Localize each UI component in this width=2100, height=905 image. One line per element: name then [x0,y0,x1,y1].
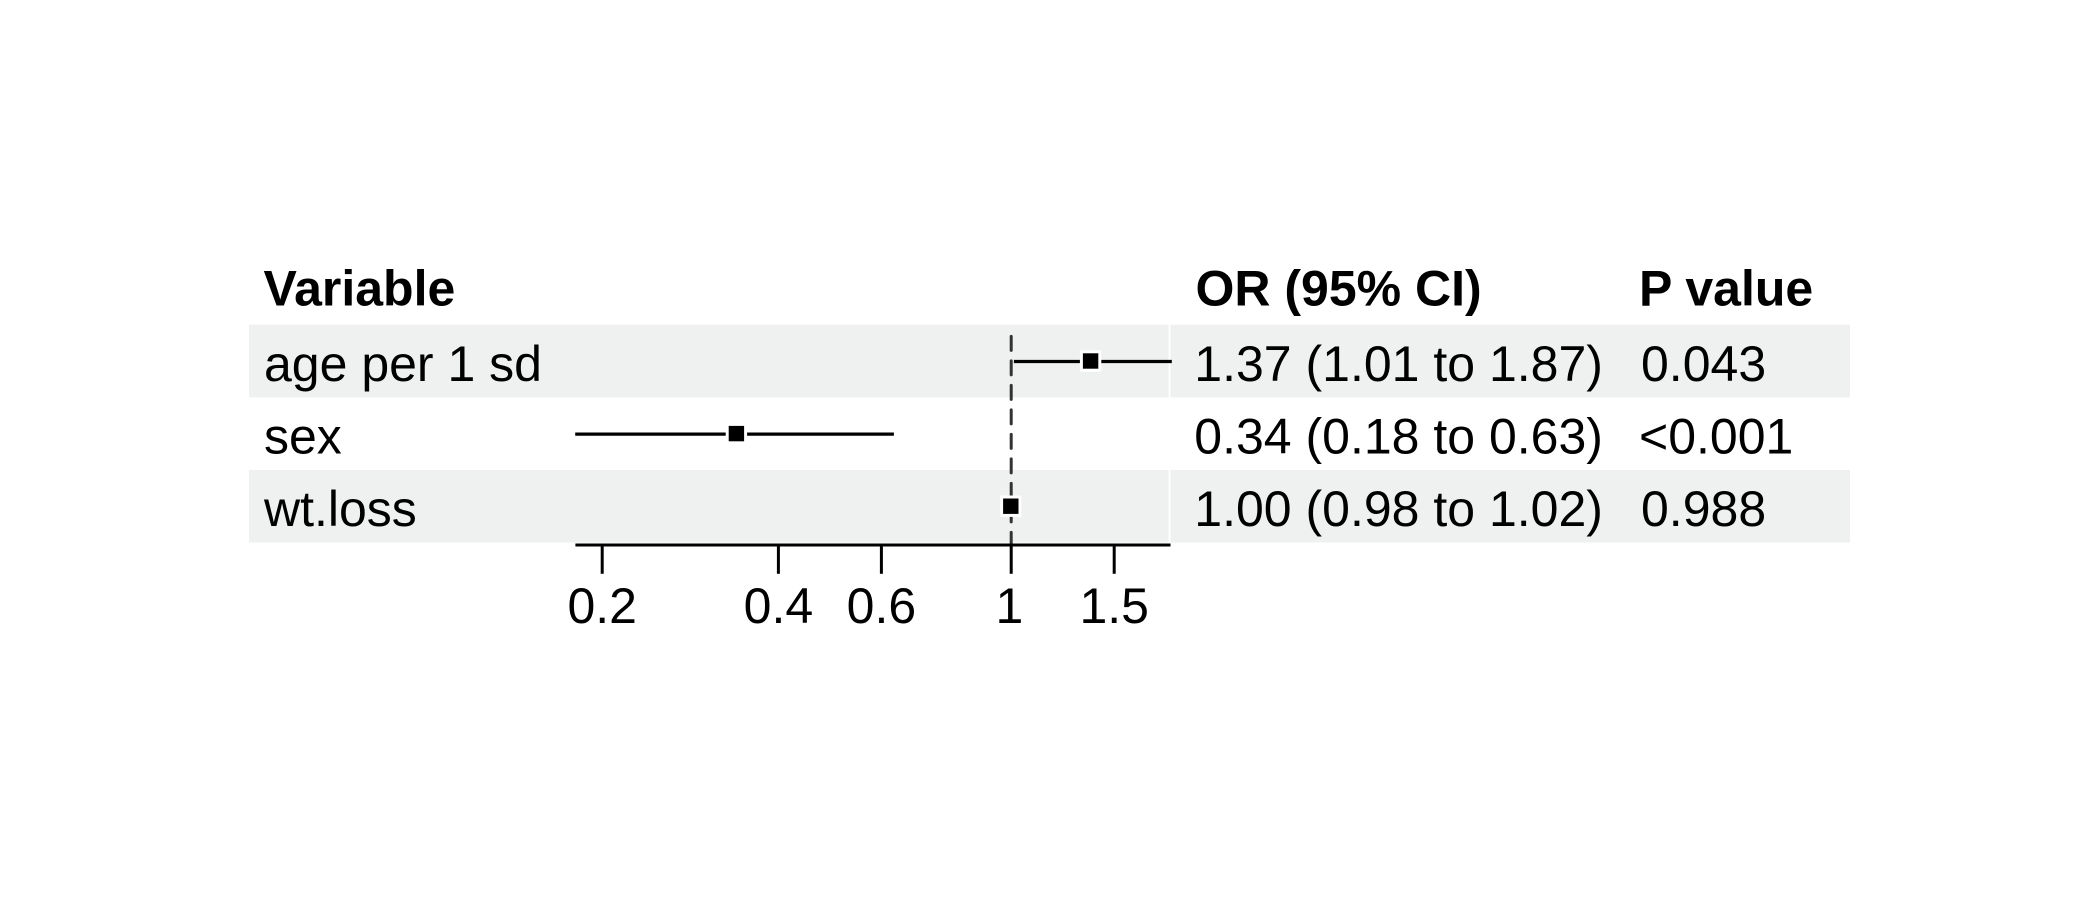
svg-text:OR (95% CI): OR (95% CI) [1196,261,1482,317]
svg-text:0.988: 0.988 [1641,481,1766,537]
svg-text:sex: sex [264,408,342,464]
svg-text:1: 1 [995,578,1023,634]
svg-text:wt.loss: wt.loss [263,481,417,537]
svg-text:1.37 (1.01 to 1.87): 1.37 (1.01 to 1.87) [1194,336,1603,392]
svg-text:0.34 (0.18 to 0.63): 0.34 (0.18 to 0.63) [1194,408,1603,464]
svg-text:0.4: 0.4 [744,578,814,634]
svg-text:0.6: 0.6 [847,578,917,634]
svg-text:age per 1 sd: age per 1 sd [264,336,542,392]
svg-text:<0.001: <0.001 [1639,408,1793,464]
svg-text:1.5: 1.5 [1079,578,1149,634]
svg-text:0.2: 0.2 [567,578,637,634]
svg-text:P value: P value [1639,261,1813,317]
svg-text:0.043: 0.043 [1641,336,1766,392]
svg-text:Variable: Variable [264,261,456,317]
svg-text:1.00 (0.98 to 1.02): 1.00 (0.98 to 1.02) [1194,481,1603,537]
